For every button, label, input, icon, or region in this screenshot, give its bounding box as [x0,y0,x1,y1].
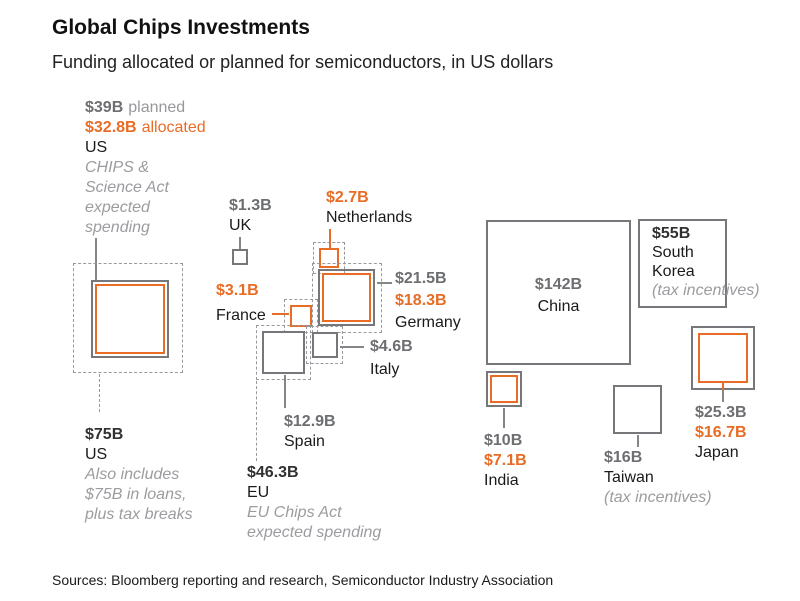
us-total-note-line: $75B in loans, [85,486,187,503]
netherlands-value: $2.7B [326,189,369,206]
us-total-value: $75B [85,426,124,443]
france-connector-line [272,313,289,315]
eu-value: $46.3B [247,464,299,481]
us-allocated-word: allocated [141,119,206,136]
netherlands-connector-line [329,229,331,248]
uk-annotation: $1.3B UK [229,196,272,236]
india-annotation: $10B $7.1B India [484,431,527,491]
us-total-annotation: $75B US Also includes $75B in loans, plu… [85,425,193,525]
taiwan-value: $16B [604,449,643,466]
italy-name: Italy [370,361,400,378]
eu-annotation: $46.3B EU EU Chips Act expected spending [247,463,381,543]
uk-name: UK [229,217,252,234]
us-total-note-line: Also includes [85,466,180,483]
spain-connector-line [284,375,286,408]
us-name: US [85,139,108,156]
china-value: $142B [534,276,583,293]
france-value: $3.1B [216,282,259,299]
italy-dashed-square [306,326,343,364]
eu-name: EU [247,484,270,501]
us-planned-word: planned [128,99,186,116]
chart-title: Global Chips Investments [52,16,310,39]
us-connector-line [95,238,97,282]
us-allocated-square [95,284,165,354]
us-note-line: Science Act [85,179,169,196]
spain-annotation: $12.9B Spain [284,412,336,452]
japan-name: Japan [695,444,739,461]
us-total-dashed-connector [99,374,100,412]
france-allocated-square [290,305,312,327]
germany-planned-square [318,269,375,326]
eu-note-line: expected spending [247,524,382,541]
germany-annotation: $21.5B $18.3B Germany [395,268,461,334]
south-korea-value: $55B [652,225,691,242]
italy-planned-square [312,332,338,358]
japan-allocated-square [698,333,748,383]
japan-allocated-value: $16.7B [695,424,747,441]
south-korea-planned-square [638,219,727,308]
italy-connector-line [340,346,364,348]
japan-connector-line-orange [722,383,724,390]
india-allocated-value: $7.1B [484,452,527,469]
eu-note-line: EU Chips Act [247,504,342,521]
south-korea-name-line: South [652,244,694,261]
uk-planned-square [232,249,248,265]
spain-dashed-square [256,325,311,380]
us-allocated-value: $32.8B [85,119,137,136]
japan-annotation: $25.3B $16.7B Japan [695,403,747,463]
us-annotation: $39B planned $32.8B allocated US CHIPS & S… [85,98,206,238]
france-annotation: $3.1B France [216,278,266,328]
india-planned-value: $10B [484,432,523,449]
taiwan-note: (tax incentives) [604,489,712,506]
germany-name: Germany [395,314,461,331]
china-annotation: $142B China [486,274,631,318]
uk-connector-line [239,237,241,250]
india-planned-square [486,371,522,407]
us-planned-square [91,280,169,358]
japan-planned-value: $25.3B [695,404,747,421]
germany-connector-line [377,282,392,284]
netherlands-name: Netherlands [326,209,413,226]
us-note-line: spending [85,219,150,236]
germany-allocated-square [322,273,371,322]
taiwan-annotation: $16B Taiwan (tax incentives) [604,448,712,508]
spain-planned-square [262,331,305,374]
us-total-dashed-square [73,263,183,373]
us-planned-value: $39B [85,99,124,116]
netherlands-allocated-square [319,248,339,268]
china-planned-square [486,220,631,365]
india-connector-line [503,408,505,428]
china-name: China [537,298,580,315]
netherlands-annotation: $2.7B Netherlands [326,188,412,228]
eu-dashed-connector [256,381,257,461]
taiwan-connector-line [637,435,639,447]
india-name: India [484,472,519,489]
italy-value: $4.6B [370,338,413,355]
sources-line: Sources: Bloomberg reporting and researc… [52,572,554,588]
uk-value: $1.3B [229,197,272,214]
japan-connector-line [722,390,724,402]
taiwan-name: Taiwan [604,469,654,486]
chart-subtitle: Funding allocated or planned for semicon… [52,52,554,72]
germany-dashed-square [312,263,382,333]
spain-value: $12.9B [284,413,336,430]
south-korea-annotation: $55B South Korea (tax incentives) [652,224,760,300]
us-total-note-line: plus tax breaks [85,506,193,523]
spain-name: Spain [284,433,325,450]
germany-planned-value: $21.5B [395,270,447,287]
us-note-line: CHIPS & [85,159,150,176]
taiwan-planned-square [613,385,662,434]
italy-annotation: $4.6B Italy [370,335,413,381]
us-total-name: US [85,446,108,463]
france-name: France [216,307,266,324]
south-korea-name-line: Korea [652,263,695,280]
us-note-line: expected [85,199,150,216]
south-korea-note: (tax incentives) [652,282,760,299]
germany-allocated-value: $18.3B [395,292,447,309]
india-allocated-square [490,375,518,403]
